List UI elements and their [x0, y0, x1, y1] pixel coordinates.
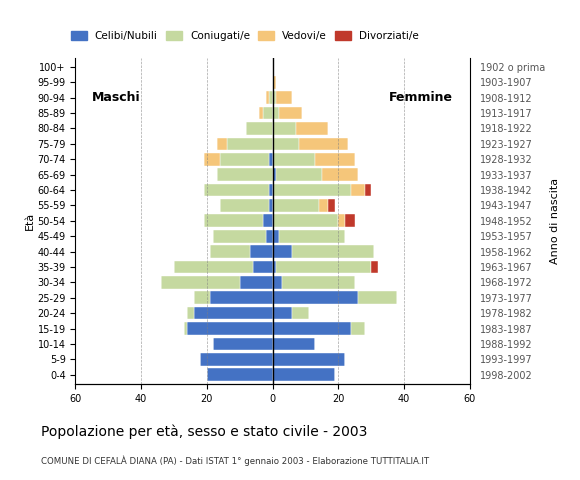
- Bar: [273, 168, 276, 181]
- Bar: [273, 76, 276, 88]
- Bar: [273, 353, 345, 366]
- Bar: [213, 337, 273, 350]
- Bar: [269, 91, 273, 104]
- Bar: [273, 307, 292, 320]
- Bar: [273, 153, 316, 166]
- Bar: [273, 184, 351, 196]
- Bar: [273, 137, 299, 150]
- Bar: [194, 291, 210, 304]
- Bar: [263, 107, 273, 120]
- Bar: [269, 153, 273, 166]
- Bar: [273, 199, 318, 212]
- Bar: [371, 261, 378, 273]
- Bar: [365, 184, 371, 196]
- Bar: [220, 153, 269, 166]
- Bar: [345, 215, 355, 227]
- Bar: [227, 137, 273, 150]
- Bar: [246, 122, 273, 135]
- Bar: [217, 168, 273, 181]
- Bar: [279, 230, 345, 242]
- Bar: [276, 261, 371, 273]
- Bar: [351, 184, 365, 196]
- Bar: [161, 276, 240, 288]
- Bar: [299, 137, 348, 150]
- Text: Maschi: Maschi: [92, 91, 140, 104]
- Bar: [316, 153, 355, 166]
- Bar: [273, 91, 276, 104]
- Bar: [273, 261, 276, 273]
- Bar: [184, 322, 187, 335]
- Bar: [200, 353, 273, 366]
- Bar: [263, 215, 273, 227]
- Bar: [249, 245, 273, 258]
- Bar: [273, 215, 338, 227]
- Bar: [273, 122, 296, 135]
- Bar: [220, 199, 269, 212]
- Bar: [204, 184, 269, 196]
- Bar: [292, 307, 309, 320]
- Bar: [322, 168, 358, 181]
- Bar: [273, 245, 292, 258]
- Bar: [194, 307, 273, 320]
- Bar: [273, 276, 282, 288]
- Bar: [273, 107, 279, 120]
- Bar: [273, 230, 279, 242]
- Legend: Celibi/Nubili, Coniugati/e, Vedovi/e, Divorziati/e: Celibi/Nubili, Coniugati/e, Vedovi/e, Di…: [67, 27, 423, 46]
- Bar: [296, 122, 328, 135]
- Bar: [207, 369, 273, 381]
- Bar: [328, 199, 335, 212]
- Bar: [259, 107, 263, 120]
- Y-axis label: Età: Età: [24, 212, 35, 230]
- Bar: [204, 153, 220, 166]
- Text: Femmine: Femmine: [389, 91, 454, 104]
- Bar: [279, 107, 302, 120]
- Bar: [338, 215, 345, 227]
- Bar: [318, 199, 328, 212]
- Bar: [210, 245, 249, 258]
- Bar: [266, 230, 273, 242]
- Bar: [240, 276, 273, 288]
- Bar: [276, 168, 322, 181]
- Bar: [282, 276, 355, 288]
- Bar: [273, 337, 316, 350]
- Bar: [253, 261, 273, 273]
- Bar: [269, 184, 273, 196]
- Bar: [213, 230, 266, 242]
- Bar: [269, 199, 273, 212]
- Bar: [266, 91, 269, 104]
- Bar: [358, 291, 397, 304]
- Bar: [217, 137, 227, 150]
- Bar: [351, 322, 365, 335]
- Bar: [204, 215, 263, 227]
- Bar: [292, 245, 375, 258]
- Y-axis label: Anno di nascita: Anno di nascita: [550, 178, 560, 264]
- Bar: [174, 261, 253, 273]
- Bar: [273, 291, 358, 304]
- Bar: [273, 369, 335, 381]
- Text: Popolazione per età, sesso e stato civile - 2003: Popolazione per età, sesso e stato civil…: [41, 425, 367, 439]
- Bar: [276, 91, 292, 104]
- Text: COMUNE DI CEFALÀ DIANA (PA) - Dati ISTAT 1° gennaio 2003 - Elaborazione TUTTITAL: COMUNE DI CEFALÀ DIANA (PA) - Dati ISTAT…: [41, 455, 429, 466]
- Bar: [210, 291, 273, 304]
- Bar: [273, 322, 351, 335]
- Bar: [187, 307, 194, 320]
- Bar: [187, 322, 273, 335]
